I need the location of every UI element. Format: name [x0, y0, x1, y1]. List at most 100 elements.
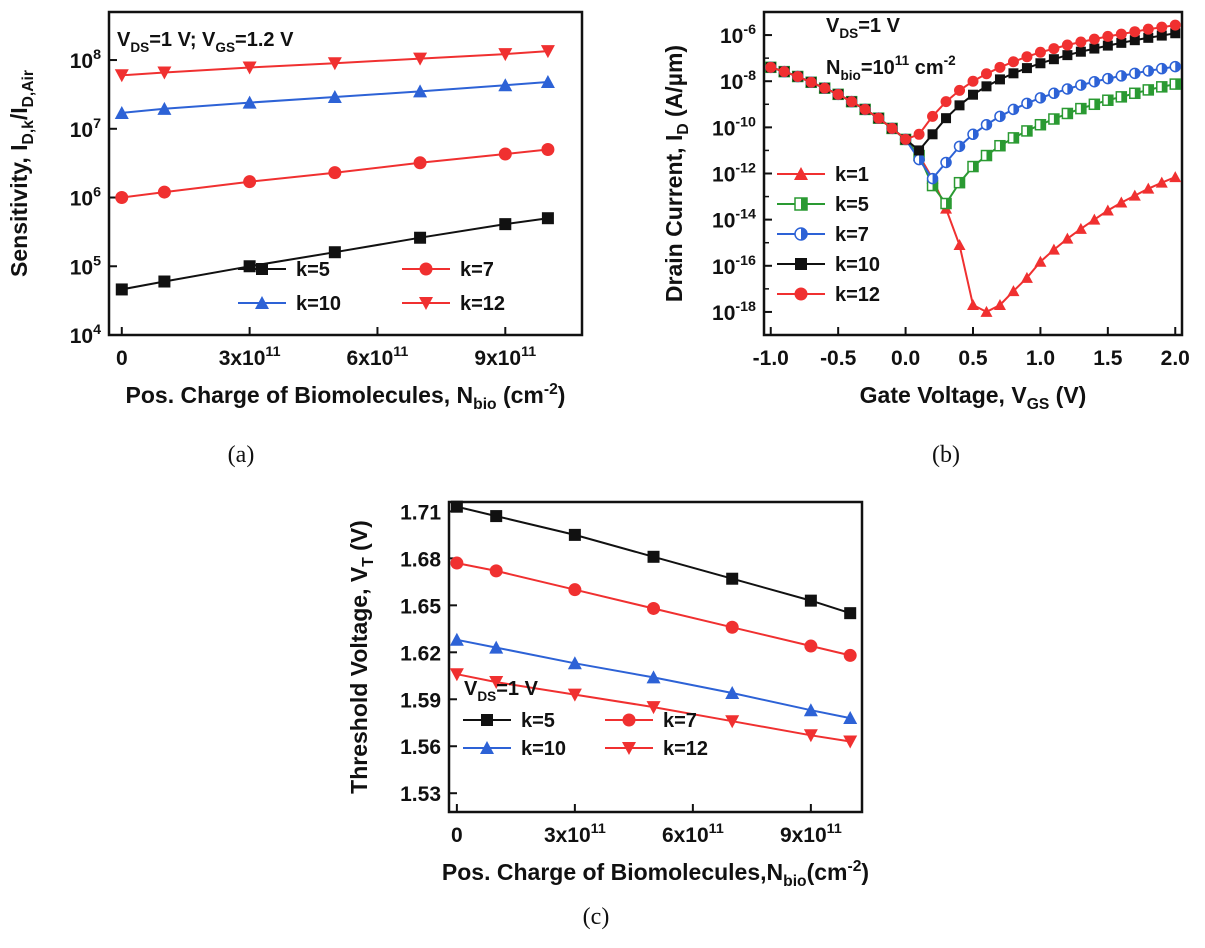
data-point — [913, 153, 925, 166]
legend-marker — [481, 714, 493, 726]
annotation: VDS=1 V — [826, 15, 901, 41]
legend-item: k=10 — [777, 254, 880, 276]
x-tick-label: 3x1011 — [544, 821, 606, 847]
data-point — [498, 48, 513, 62]
legend-marker — [256, 263, 268, 275]
data-point — [1129, 67, 1141, 80]
data-point — [803, 729, 818, 743]
data-point — [540, 74, 555, 88]
data-point — [1061, 107, 1074, 120]
series-k-10 — [114, 74, 555, 119]
data-point — [540, 45, 555, 59]
legend-marker — [419, 262, 433, 276]
data-point — [1142, 84, 1155, 96]
data-point — [940, 197, 952, 210]
x-axis-label: Gate Voltage, VGS (V) — [860, 382, 1087, 413]
data-point — [499, 218, 512, 231]
data-point — [646, 701, 661, 715]
data-point — [1075, 36, 1087, 48]
data-point — [803, 703, 818, 717]
data-point — [157, 101, 172, 115]
legend-label: k=5 — [521, 710, 555, 732]
legend-label: k=1 — [835, 164, 869, 186]
series-line — [770, 66, 1176, 314]
data-point — [1170, 28, 1181, 39]
data-point — [327, 57, 342, 71]
legend: k=5 k=7 k=10 k=12 — [463, 710, 708, 760]
legend-marker — [255, 296, 269, 309]
y-tick-label: 106 — [70, 185, 101, 211]
data-point — [450, 500, 463, 513]
y-tick-label: 1.71 — [400, 501, 441, 524]
chart-panel-c: 0 3x1011 6x1011 9x1011 1.53 1.56 1.59 1.62 1.65 1… — [346, 500, 869, 930]
data-point — [1129, 26, 1141, 38]
data-point — [647, 550, 660, 563]
legend-item: k=12 — [605, 738, 708, 760]
x-tick-label: -1.0 — [753, 347, 789, 370]
data-point — [886, 122, 898, 134]
data-point — [1102, 94, 1114, 106]
y-tick-label: 105 — [70, 253, 101, 279]
data-point — [567, 688, 582, 702]
data-point — [726, 572, 739, 585]
data-point — [1101, 204, 1114, 216]
legend: k=5 k=7 k=10 k=12 — [238, 259, 505, 315]
data-point — [489, 676, 504, 690]
legend-marker — [794, 287, 808, 301]
data-point — [1075, 102, 1087, 115]
legend-item: k=7 — [605, 710, 697, 732]
data-point — [489, 640, 504, 654]
legend-label: k=12 — [663, 738, 708, 760]
legend-item: k=12 — [777, 284, 880, 306]
data-point — [243, 175, 257, 189]
data-point — [1102, 72, 1114, 85]
data-point — [1089, 43, 1100, 54]
data-point — [1169, 60, 1182, 73]
data-point — [1034, 118, 1047, 131]
data-point — [765, 61, 777, 73]
data-point — [1102, 30, 1114, 42]
y-tick-label: 108 — [70, 47, 101, 73]
data-point — [1062, 50, 1073, 61]
plot-frame — [447, 500, 864, 814]
data-point — [993, 298, 1006, 310]
legend-label: k=5 — [835, 194, 869, 216]
data-point — [243, 260, 256, 273]
data-point — [1074, 222, 1087, 234]
data-point — [327, 90, 342, 104]
x-tick-label: 0 — [451, 824, 463, 847]
data-point — [980, 305, 993, 317]
data-point — [843, 711, 858, 725]
chart-panel-b: -1.0 -0.5 0.0 0.5 1.0 1.5 2.0 10-18 10-16 10-14 10… — [661, 10, 1190, 468]
data-point — [1115, 28, 1127, 40]
x-axis-label: Pos. Charge of Biomolecules, Nbio (cm-2) — [126, 381, 566, 413]
data-point — [1142, 65, 1155, 77]
data-point — [1129, 87, 1141, 100]
legend-marker — [795, 258, 807, 270]
plot-frame — [107, 10, 584, 337]
y-axis-label: Drain Current, ID (A/µm) — [661, 45, 692, 302]
data-point — [450, 556, 464, 570]
data-point — [1075, 46, 1086, 57]
data-point — [328, 166, 342, 180]
data-point — [1129, 35, 1140, 46]
data-point — [1142, 182, 1155, 194]
series-k-12 — [114, 45, 555, 83]
y-tick-label: 10-14 — [712, 207, 756, 233]
legend-label: k=7 — [460, 259, 494, 281]
data-point — [926, 172, 939, 185]
data-point — [1088, 75, 1101, 88]
data-point — [1047, 243, 1060, 255]
data-point — [1116, 37, 1127, 48]
data-point — [940, 96, 952, 108]
data-point — [941, 113, 952, 124]
data-point — [567, 656, 582, 670]
data-point — [1048, 54, 1059, 65]
data-point — [1034, 92, 1047, 104]
x-tick-label: 6x1011 — [662, 821, 724, 847]
data-point — [725, 686, 740, 700]
data-point — [1007, 103, 1020, 116]
series-k-5 — [115, 212, 554, 296]
data-point — [1143, 32, 1154, 43]
data-point — [498, 78, 513, 92]
